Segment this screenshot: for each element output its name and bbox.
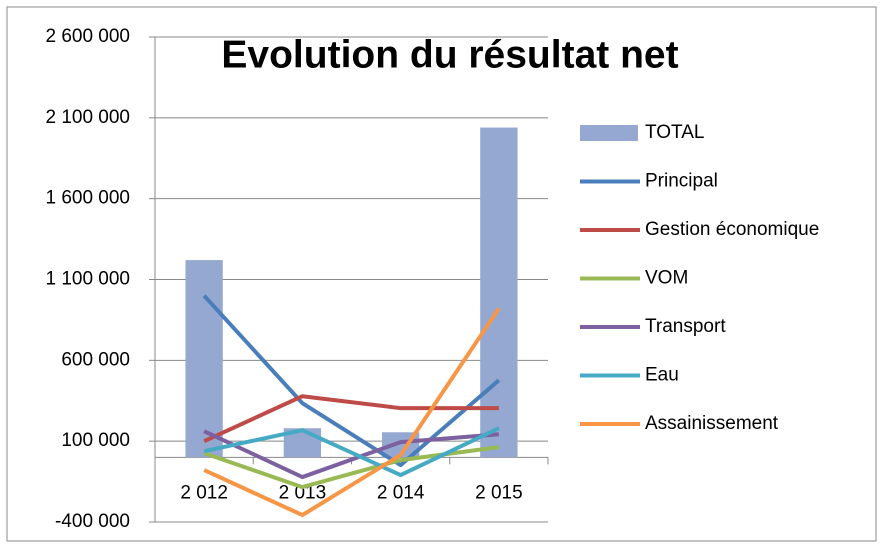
legend-label: VOM (645, 268, 688, 289)
x-tick-label: 2 012 (180, 482, 228, 503)
x-tick-label: 2 014 (377, 482, 425, 503)
y-tick-label: -400 000 (55, 511, 130, 532)
line (202, 294, 501, 468)
y-tick-label: 2 100 000 (45, 107, 130, 128)
legend-label: Transport (645, 316, 726, 337)
y-tick-label: 1 100 000 (45, 269, 130, 290)
y-tick-label: 600 000 (61, 349, 130, 370)
y-tick-label: 100 000 (61, 430, 130, 451)
legend-label: TOTAL (645, 122, 704, 143)
x-tick-label: 2 013 (279, 482, 327, 503)
line (203, 429, 500, 480)
legend-label: Assainissement (645, 413, 779, 434)
chart-title: Evolution du résultat net (221, 33, 678, 76)
line (203, 394, 499, 443)
bar (185, 260, 223, 458)
legend-label: Eau (645, 365, 679, 386)
y-tick-label: 2 600 000 (45, 26, 130, 47)
legend-label: Gestion économique (645, 219, 819, 240)
line (203, 307, 501, 518)
line (203, 426, 500, 478)
bar (480, 127, 518, 458)
x-tick-label: 2 015 (475, 482, 523, 503)
chart-border (6, 6, 877, 542)
legend-label: Principal (645, 171, 718, 192)
legend-swatch (580, 125, 638, 141)
y-tick-label: 1 600 000 (45, 188, 130, 209)
